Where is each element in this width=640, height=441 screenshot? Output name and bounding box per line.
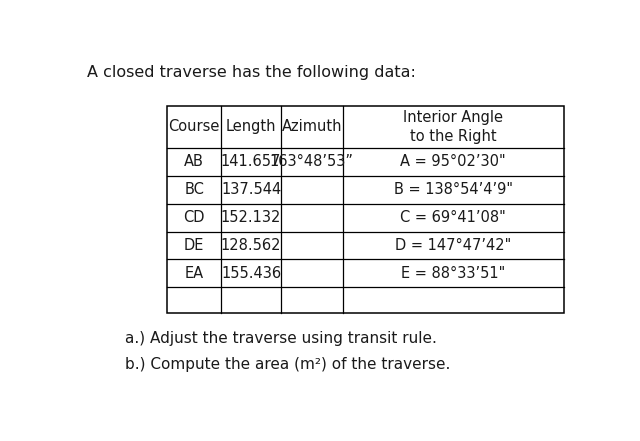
Text: B = 138°54’4’9": B = 138°54’4’9" [394, 182, 513, 197]
Text: EA: EA [184, 266, 204, 281]
Text: AB: AB [184, 154, 204, 169]
Text: BC: BC [184, 182, 204, 197]
Text: a.) Adjust the traverse using transit rule.: a.) Adjust the traverse using transit ru… [125, 331, 436, 346]
Text: 155.436: 155.436 [221, 266, 281, 281]
Text: D = 147°47’42": D = 147°47’42" [395, 238, 511, 253]
Text: Interior Angle
to the Right: Interior Angle to the Right [403, 110, 503, 144]
Text: C = 69°41’08": C = 69°41’08" [401, 210, 506, 225]
Text: b.) Compute the area (m²) of the traverse.: b.) Compute the area (m²) of the travers… [125, 357, 450, 372]
Text: A closed traverse has the following data:: A closed traverse has the following data… [88, 65, 416, 80]
Text: 163°48’53”: 163°48’53” [270, 154, 354, 169]
Text: Length: Length [226, 119, 276, 134]
Text: 152.132: 152.132 [221, 210, 282, 225]
Text: Course: Course [168, 119, 220, 134]
Text: 128.562: 128.562 [221, 238, 282, 253]
Text: E = 88°33’51": E = 88°33’51" [401, 266, 506, 281]
Text: 141.657: 141.657 [221, 154, 282, 169]
Text: 137.544: 137.544 [221, 182, 281, 197]
Text: Azimuth: Azimuth [282, 119, 342, 134]
Text: CD: CD [183, 210, 205, 225]
Text: A = 95°02’30": A = 95°02’30" [401, 154, 506, 169]
Text: DE: DE [184, 238, 204, 253]
